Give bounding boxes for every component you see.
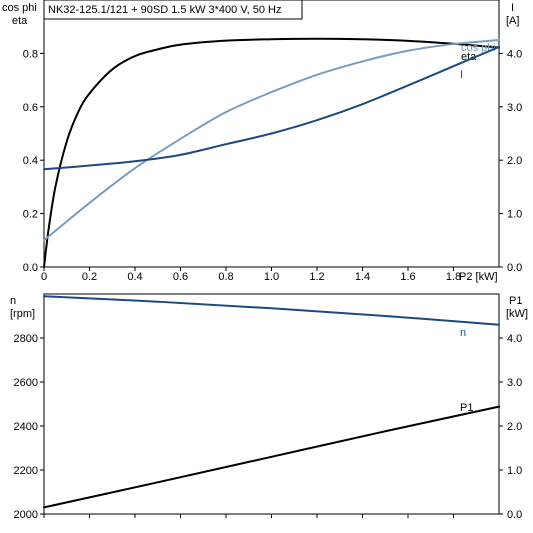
bottom-plot-frame [43, 293, 500, 515]
bottom-left-axis-label-2: [rpm] [10, 308, 35, 320]
x-tick-label: 0.6 [173, 271, 188, 283]
series-eta-label: eta [461, 51, 477, 63]
x-tick-label: 1.6 [400, 271, 415, 283]
x-tick-label: 1.8 [446, 271, 461, 283]
series-n-line [43, 295, 500, 326]
bottom-curves: n P1 [43, 295, 500, 509]
left-tick-label: 2800 [14, 333, 38, 345]
right-tick-label: 0.0 [507, 262, 522, 274]
top-right-axis-label-1: I [511, 2, 514, 14]
right-tick-label: 2.0 [507, 421, 522, 433]
series-I-label: I [460, 69, 463, 81]
series-P1-line [43, 405, 500, 509]
left-tick-label: 2000 [14, 509, 38, 521]
series-eta-line [43, 37, 500, 268]
x-tick-label: 0.4 [127, 271, 142, 283]
right-tick-label: 2.0 [507, 155, 522, 167]
series-P1-label: P1 [460, 402, 473, 414]
left-tick-label: 0.0 [23, 262, 38, 274]
left-tick-label: 0.6 [23, 102, 38, 114]
left-tick-label: 2600 [14, 377, 38, 389]
right-tick-label: 4.0 [507, 48, 522, 60]
series-cos-phi-line [43, 39, 500, 242]
left-tick-label: 0.4 [23, 155, 38, 167]
chart-title: NK32-125.1/121 + 90SD 1.5 kW 3*400 V, 50… [48, 4, 282, 16]
x-tick-label: 0.8 [218, 271, 233, 283]
right-tick-label: 3.0 [507, 102, 522, 114]
x-tick-label: 1.4 [355, 271, 370, 283]
top-left-axis-label-2: eta [12, 15, 28, 27]
title-box [43, 0, 303, 20]
right-tick-label: 0.0 [507, 509, 522, 521]
x-tick-label: 0.2 [82, 271, 97, 283]
top-right-ticks: 0.0 1.0 2.0 3.0 4.0 [499, 48, 522, 274]
right-tick-label: 1.0 [507, 209, 522, 221]
x-axis-label: P2 [kW] [459, 271, 498, 283]
bottom-left-axis-label-1: n [10, 295, 16, 307]
bottom-left-ticks: 2000 2200 2400 2600 2800 [14, 333, 44, 521]
x-tick-label: 1.2 [309, 271, 324, 283]
x-tick-label: 1.0 [264, 271, 279, 283]
x-tick-label: 0 [41, 271, 47, 283]
bottom-right-axis-label-1: P1 [509, 295, 522, 307]
top-panel: NK32-125.1/121 + 90SD 1.5 kW 3*400 V, 50… [2, 0, 522, 283]
bottom-right-ticks: 0.0 1.0 2.0 3.0 4.0 [499, 333, 522, 521]
right-tick-label: 3.0 [507, 377, 522, 389]
series-I-line [43, 45, 500, 171]
bottom-right-axis-label-2: [kW] [506, 308, 528, 320]
left-tick-label: 0.8 [23, 48, 38, 60]
top-left-axis-label-1: cos phi [2, 2, 37, 14]
top-right-axis-label-2: [A] [506, 15, 519, 27]
right-tick-label: 1.0 [507, 465, 522, 477]
top-x-ticks: 0 0.2 0.4 0.6 0.8 1.0 1.2 1.4 1.6 1.8 [41, 267, 461, 283]
series-cos-phi-label: cos phi [461, 42, 496, 54]
bottom-panel: n [rpm] P1 [kW] 2000 2200 2400 2600 2800 0.0… [10, 293, 528, 521]
left-tick-label: 0.2 [23, 209, 38, 221]
top-left-ticks: 0.0 0.2 0.4 0.6 0.8 [23, 48, 44, 274]
left-tick-label: 2200 [14, 465, 38, 477]
bottom-x-ticks [43, 514, 454, 518]
right-tick-label: 4.0 [507, 333, 522, 345]
left-tick-label: 2400 [14, 421, 38, 433]
series-n-label: n [460, 327, 466, 339]
